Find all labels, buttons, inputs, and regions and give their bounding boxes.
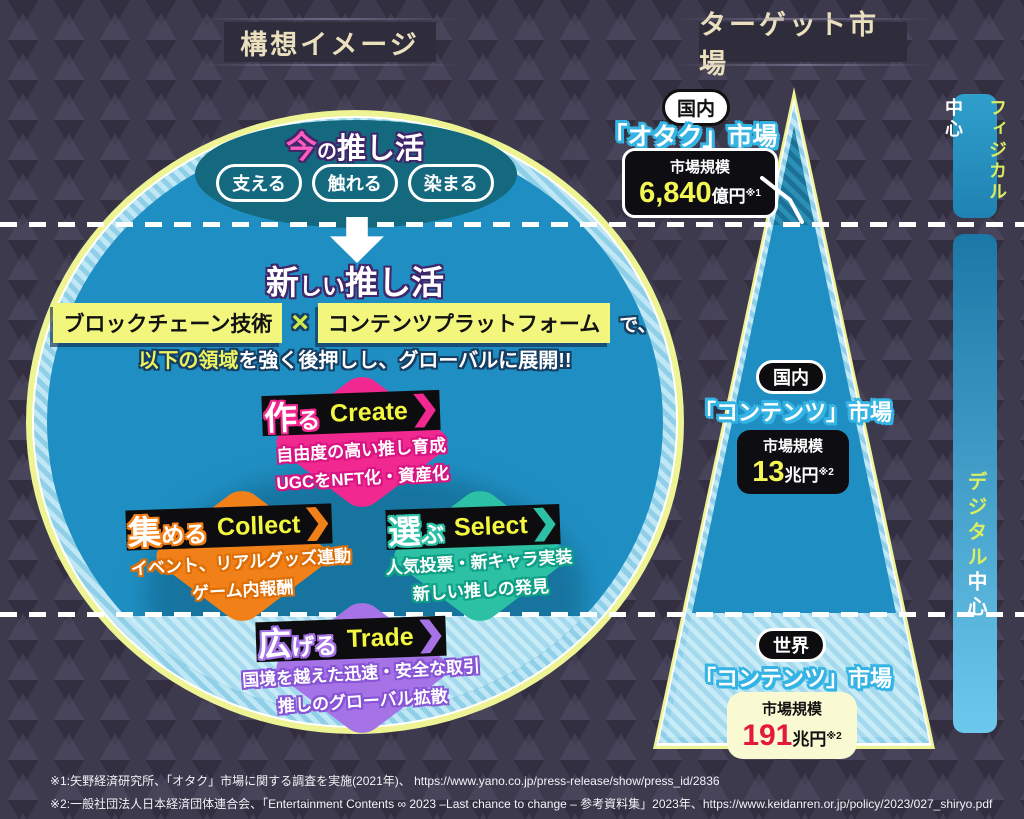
otaku-market-label: 「オタク」市場 xyxy=(602,123,778,151)
tech-formula: ブロックチェーン技術 × コンテンツプラットフォーム で、 xyxy=(26,303,684,343)
callout-line xyxy=(760,176,804,224)
collect-banner: 集める Collect xyxy=(125,503,333,552)
select-banner: 選ぶ Select xyxy=(385,503,561,551)
new-oshikatsu-title: 新しい推し活 xyxy=(266,264,444,301)
current-oshikatsu-title: 今の推し活 xyxy=(285,130,424,165)
current-activity-pills: 支える 触れる 染まる xyxy=(185,164,525,202)
scope-pill-otaku: 国内 xyxy=(662,89,731,126)
platform-box: コンテンツプラットフォーム xyxy=(317,303,611,343)
physical-axis-label: フィジカル中心 xyxy=(943,98,1007,203)
pill-support: 支える xyxy=(216,164,302,202)
multiply-symbol: × xyxy=(291,306,309,339)
domestic-market-size-box: 市場規模 13兆円※2 xyxy=(737,430,849,494)
scope-pill-domestic: 国内 xyxy=(756,360,826,394)
pill-touch: 触れる xyxy=(311,164,398,202)
chevron-right-icon xyxy=(533,507,556,542)
otaku-market-size-box: 市場規模 6,840億円※1 xyxy=(622,148,778,218)
dashed-divider-bottom xyxy=(0,612,1024,617)
current-title-accent: 今 xyxy=(285,130,317,165)
pill-immerse: 染まる xyxy=(407,164,494,202)
dashed-divider-top xyxy=(0,222,1024,227)
footnote-2: ※2:一般社団法人日本経済団体連合会、「Entertainment Conten… xyxy=(50,797,993,811)
concept-header: 構想イメージ xyxy=(198,18,462,66)
world-market-size-box: 市場規模 191兆円※2 xyxy=(727,692,857,759)
target-header: ターゲット市場 xyxy=(674,10,932,79)
create-banner: 作る Create xyxy=(261,389,441,437)
domestic-content-market-label: 「コンテンツ」市場 xyxy=(693,400,892,425)
blockchain-box: ブロックチェーン技術 xyxy=(53,303,283,343)
physical-axis-bar: フィジカル中心 xyxy=(943,94,1007,218)
digital-axis-bar: デジタル中心 xyxy=(953,234,997,733)
world-content-market-label: 「コンテンツ」市場 xyxy=(693,666,892,691)
scope-pill-world: 世界 xyxy=(756,628,826,662)
formula-suffix: で、 xyxy=(619,314,657,336)
current-oshikatsu-ellipse xyxy=(195,120,517,228)
digital-axis-label: デジタル中心 xyxy=(964,471,986,621)
chevron-right-icon xyxy=(306,507,329,542)
chevron-right-icon xyxy=(413,393,436,428)
chevron-right-icon xyxy=(419,619,442,654)
trade-banner: 広げる Trade xyxy=(255,615,447,663)
tagline: 以下の領域を強く後押しし、グローバルに展開!! xyxy=(138,350,572,372)
footnote-1: ※1:矢野経済研究所、「オタク」市場に関する調査を実施(2021年)、 http… xyxy=(50,774,720,788)
